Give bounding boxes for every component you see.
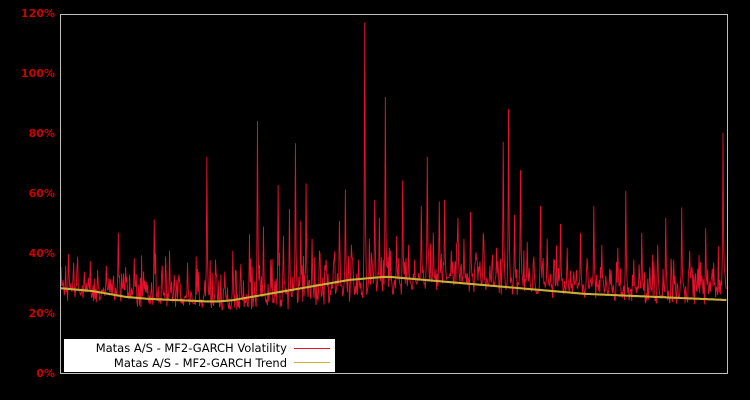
- y-tick-label-0: 0%: [36, 367, 55, 380]
- legend-entry-trend: Matas A/S - MF2-GARCH Trend: [65, 356, 330, 371]
- legend-label-volatility: Matas A/S - MF2-GARCH Volatility: [95, 341, 287, 356]
- legend-entry-volatility: Matas A/S - MF2-GARCH Volatility: [65, 341, 330, 356]
- y-tick-label-60: 60%: [28, 187, 55, 200]
- legend-swatch-volatility: [294, 347, 330, 349]
- y-tick-label-100: 100%: [21, 67, 55, 80]
- y-tick-label-80: 80%: [28, 127, 55, 140]
- chart-legend: Matas A/S - MF2-GARCH Volatility Matas A…: [64, 339, 335, 372]
- legend-label-trend: Matas A/S - MF2-GARCH Trend: [113, 355, 287, 370]
- series-canvas: [61, 22, 727, 311]
- trend-line: [61, 275, 727, 303]
- y-tick-label-40: 40%: [28, 247, 55, 260]
- plot-area: [60, 14, 728, 374]
- volatility-line: [61, 22, 727, 311]
- legend-swatch-trend: [294, 362, 330, 364]
- y-tick-label-20: 20%: [28, 307, 55, 320]
- y-tick-label-120: 120%: [21, 7, 55, 20]
